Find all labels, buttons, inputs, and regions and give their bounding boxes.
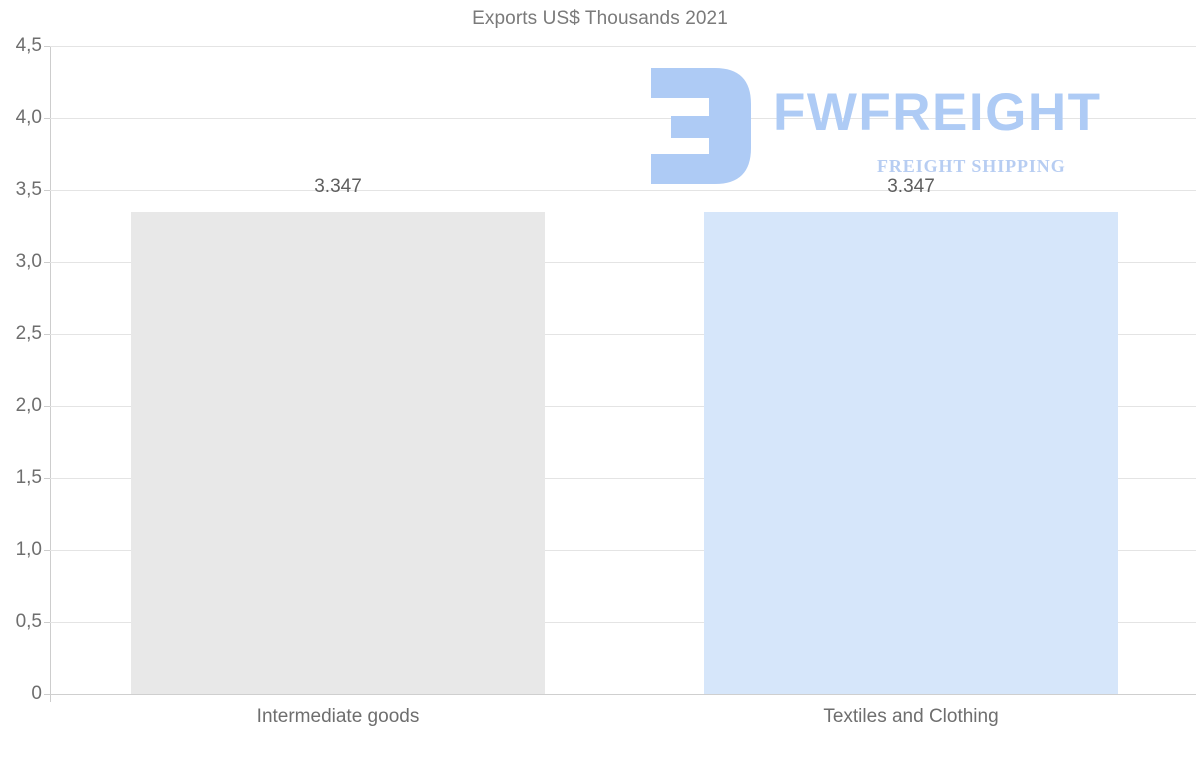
y-tick-mark xyxy=(44,46,50,47)
y-tick-label: 4,5 xyxy=(15,35,42,56)
x-tick-label: Textiles and Clothing xyxy=(823,706,999,727)
y-tick-label: 2,5 xyxy=(15,323,42,344)
gridline xyxy=(50,334,1196,335)
y-tick-label: 0 xyxy=(31,683,42,704)
y-tick-label: 1,5 xyxy=(15,467,42,488)
gridline xyxy=(50,190,1196,191)
x-tick-label: Intermediate goods xyxy=(256,706,420,727)
y-tick-mark xyxy=(44,334,50,335)
y-tick-mark xyxy=(44,550,50,551)
y-axis-line xyxy=(50,46,51,702)
gridline xyxy=(50,478,1196,479)
y-tick-mark xyxy=(44,118,50,119)
y-tick-mark xyxy=(44,694,50,695)
y-tick-mark xyxy=(44,478,50,479)
chart-title: Exports US$ Thousands 2021 xyxy=(472,8,728,29)
gridline xyxy=(50,118,1196,119)
bar-value-label: 3.347 xyxy=(887,176,935,198)
y-tick-label: 0,5 xyxy=(15,611,42,632)
bar-intermediate-goods[interactable] xyxy=(131,212,545,694)
y-tick-mark xyxy=(44,622,50,623)
gridline xyxy=(50,262,1196,263)
y-tick-label: 1,0 xyxy=(15,539,42,560)
gridline xyxy=(50,406,1196,407)
y-tick-label: 4,0 xyxy=(15,107,42,128)
y-tick-mark xyxy=(44,406,50,407)
gridline xyxy=(50,694,1196,695)
y-tick-label: 3,0 xyxy=(15,251,42,272)
gridline xyxy=(50,622,1196,623)
gridline xyxy=(50,550,1196,551)
plot-area xyxy=(50,46,1196,695)
bar-value-label: 3.347 xyxy=(314,176,362,198)
y-tick-label: 2,0 xyxy=(15,395,42,416)
gridline xyxy=(50,46,1196,47)
y-tick-mark xyxy=(44,262,50,263)
y-tick-mark xyxy=(44,190,50,191)
y-tick-label: 3,5 xyxy=(15,179,42,200)
bar-textiles-and-clothing[interactable] xyxy=(704,212,1118,694)
